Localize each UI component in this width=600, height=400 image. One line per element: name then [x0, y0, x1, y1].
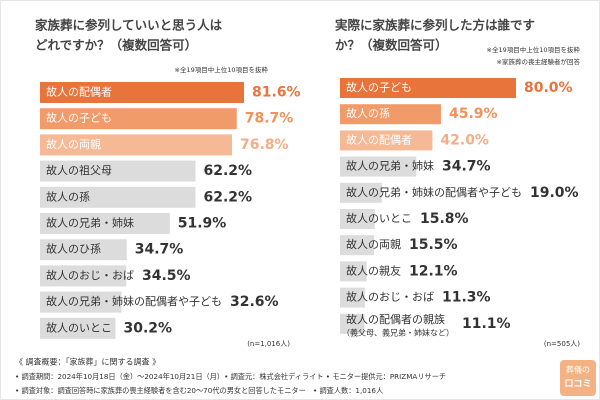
value-label: 34.5% — [142, 268, 191, 284]
bar — [340, 156, 417, 177]
bar — [40, 291, 122, 313]
value-label: 42.0% — [440, 132, 489, 148]
bar — [40, 265, 127, 287]
chart-title: 実際に家族葬に参列した方は誰です — [335, 18, 535, 33]
value-label: 11.1% — [462, 316, 511, 332]
value-label: 34.7% — [135, 242, 184, 258]
category-label: 故人のひ孫 — [46, 242, 101, 256]
footer-text: • 調査対象：調査回答時に家族葬の喪主経験者を含む20〜70代の男女と回答したモ… — [15, 386, 383, 395]
value-label: 78.7% — [245, 111, 294, 127]
category-label: 故人の孫 — [346, 106, 390, 120]
value-label: 30.2% — [124, 320, 173, 336]
bar — [340, 182, 382, 203]
category-label: 故人のいとこ — [46, 320, 112, 334]
bar — [40, 213, 170, 234]
chart-note: ※家族葬の喪主経験者が回答 — [497, 57, 581, 66]
value-label: 76.8% — [240, 137, 289, 153]
chart-note: ※全19項目中上位10項目を抜粋 — [175, 65, 269, 74]
bar — [340, 313, 365, 334]
value-label: 15.8% — [420, 211, 469, 227]
logo-text: 葬儀の — [566, 365, 590, 375]
logo-text: 口コミ — [564, 379, 591, 390]
bar — [340, 261, 367, 282]
value-label: 15.5% — [409, 237, 458, 253]
category-label: 故人のおじ・おば — [46, 268, 134, 282]
value-label: 45.9% — [449, 106, 498, 122]
bar — [40, 108, 237, 130]
category-label: 故人の配偶者 — [46, 85, 112, 99]
bar — [340, 235, 375, 256]
bar — [340, 78, 516, 98]
category-label: 故人の孫 — [46, 189, 90, 203]
bar — [40, 160, 196, 182]
category-label: 故人の子ども — [46, 111, 112, 125]
footer-text: • 調査期間：2024年10月18日（金）〜2024年10月21日（月）• 調査… — [15, 372, 446, 381]
category-label: 故人の兄弟・姉妹の配偶者や子ども — [346, 185, 522, 199]
category-label: 故人のいとこ — [346, 211, 412, 225]
bar — [40, 239, 127, 261]
chart-note: ※全19項目中上位10項目を抜粋 — [487, 45, 581, 54]
category-label: 故人の配偶者 — [346, 132, 412, 146]
value-label: 19.0% — [530, 185, 579, 201]
bar — [40, 317, 116, 339]
category-label: 故人の兄弟・姉妹 — [346, 159, 434, 173]
value-label: 62.2% — [204, 189, 253, 205]
value-label: 32.6% — [230, 294, 279, 310]
category-label: 故人の両親 — [346, 237, 401, 251]
bar — [340, 104, 441, 125]
value-label: 34.7% — [442, 159, 491, 175]
category-label: 故人のおじ・おば — [346, 290, 434, 304]
sample-size: (n=1,016人) — [247, 340, 290, 348]
category-label: 故人の配偶者の親族 — [346, 312, 445, 326]
chart-title: どれですか？（複数回答可） — [35, 38, 197, 53]
footer-text: 《 調査概要：「家族葬」に関する調査 》 — [15, 357, 160, 367]
category-label: 故人の兄弟・姉妹の配偶者や子ども — [46, 294, 222, 308]
bar — [340, 287, 365, 308]
value-label: 81.6% — [252, 85, 301, 101]
value-label: 11.3% — [442, 290, 491, 306]
category-label: 故人の子ども — [346, 80, 412, 94]
chart-title: 家族葬に参列していいと思う人は — [35, 18, 223, 33]
chart-title: か？（複数回答可） — [335, 38, 448, 53]
value-label: 12.1% — [409, 263, 458, 279]
value-label: 51.9% — [178, 216, 227, 232]
bar — [40, 186, 196, 208]
category-label: 故人の親友 — [346, 263, 401, 277]
bar — [40, 134, 232, 156]
value-label: 80.0% — [524, 80, 573, 96]
category-note: （義父母、義兄弟・姉妹など） — [342, 327, 454, 337]
value-label: 62.2% — [204, 163, 253, 179]
sample-size: (n=505人) — [544, 340, 580, 348]
category-label: 故人の祖父母 — [46, 163, 112, 177]
category-label: 故人の兄弟・姉妹 — [46, 216, 134, 230]
logo-badge — [560, 360, 596, 396]
bar — [340, 130, 433, 151]
bar — [340, 209, 375, 229]
bar — [40, 82, 244, 103]
category-label: 故人の両親 — [46, 137, 101, 151]
